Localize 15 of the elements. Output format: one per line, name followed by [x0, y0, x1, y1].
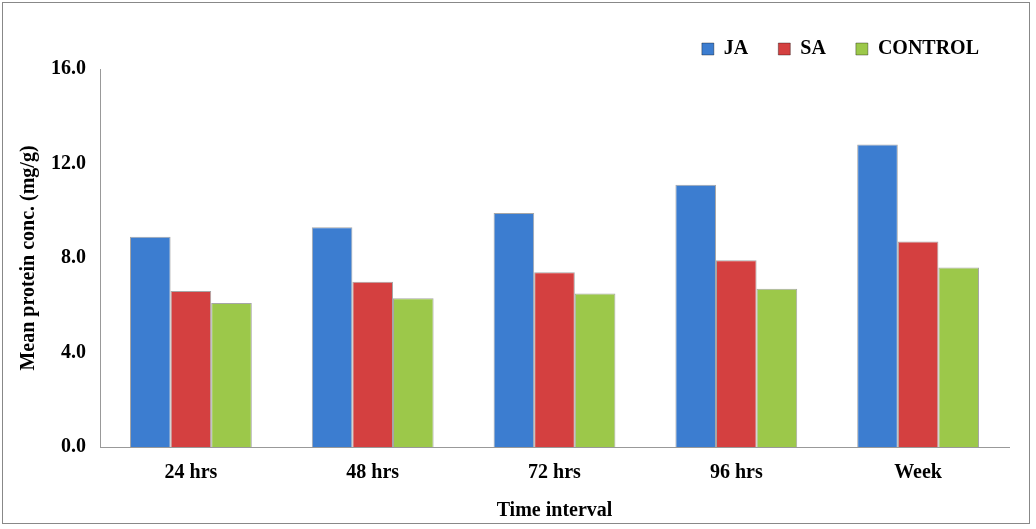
y-tick-label: 16.0 [51, 56, 86, 79]
y-axis-title: Mean protein conc. (mg/g) [16, 145, 40, 371]
x-tick-label: 24 hrs [164, 460, 218, 483]
legend-label: JA [723, 36, 749, 59]
x-tick-label: 96 hrs [709, 460, 763, 483]
legend-label: SA [800, 36, 827, 59]
x-tick-label: 48 hrs [346, 460, 400, 483]
x-tick-label: Week [894, 460, 943, 483]
y-tick-label: 4.0 [61, 339, 86, 362]
x-axis-title: Time interval [496, 498, 613, 521]
legend-label: CONTROL [877, 36, 979, 59]
x-tick-label: 72 hrs [528, 460, 582, 483]
y-tick-label: 0.0 [61, 434, 86, 457]
y-tick-label: 12.0 [51, 150, 86, 173]
y-tick-label: 8.0 [61, 245, 86, 268]
